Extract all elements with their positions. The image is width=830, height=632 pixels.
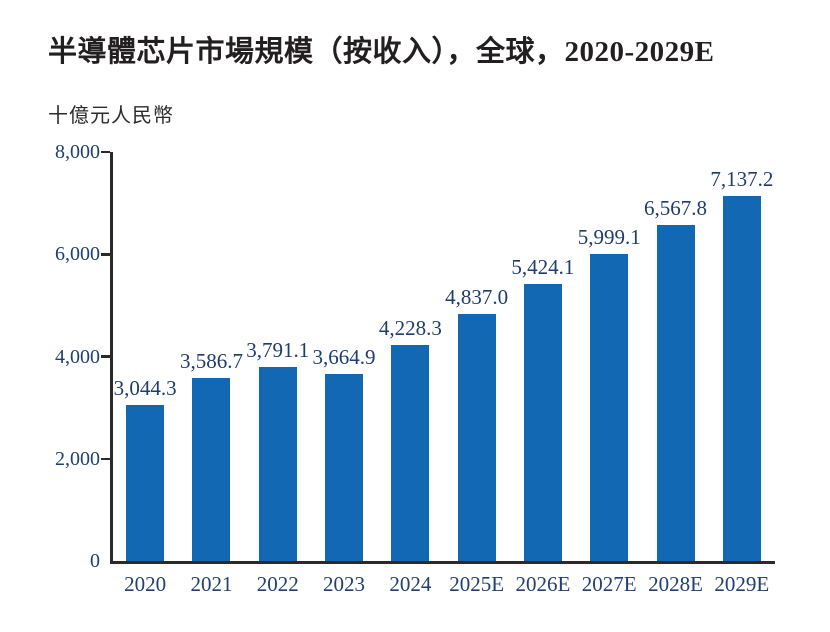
bar: [590, 254, 629, 561]
y-tick-label: 6,000: [55, 243, 100, 266]
y-tick-label: 2,000: [55, 447, 100, 470]
bar: [523, 283, 562, 561]
bar-value-label: 7,137.2: [710, 167, 774, 192]
bar-value-label: 6,567.8: [644, 196, 708, 221]
bar-value-label: 5,999.1: [577, 225, 641, 250]
bar-value-label: 4,837.0: [445, 284, 509, 309]
x-tick-label: 2027E: [581, 572, 637, 596]
y-tick-label: 0: [90, 550, 100, 572]
bar: [258, 367, 297, 561]
y-tick-label: 4,000: [55, 345, 100, 368]
bar-value-label: 5,424.1: [511, 254, 575, 279]
y-tick-mark: [101, 253, 110, 256]
x-tick-label: 2021: [190, 572, 233, 596]
x-tick-label: 2020: [124, 572, 167, 596]
bar: [391, 344, 430, 561]
bar: [192, 377, 231, 561]
bar-column-2024: 4,228.3 2024: [377, 152, 443, 596]
bar-column-2023: 3,664.9 2023: [311, 152, 377, 596]
x-tick-label: 2023: [323, 572, 366, 596]
bar: [656, 225, 695, 561]
bar-column-2028E: 6,567.8 2028E: [642, 152, 708, 596]
bar-value-label: 4,228.3: [378, 315, 442, 340]
bar-value-label: 3,664.9: [312, 344, 376, 369]
x-tick-label: 2026E: [515, 572, 571, 596]
x-tick-label: 2029E: [714, 572, 770, 596]
bar-series: 3,044.3 2020 3,586.7 2021 3,791.1 2022 3,664.9…: [112, 152, 775, 596]
bar-column-2026E: 5,424.1 2026E: [510, 152, 576, 596]
bar-column-2022: 3,791.1 2022: [245, 152, 311, 596]
bar: [325, 373, 364, 561]
bar-value-label: 3,044.3: [113, 376, 177, 401]
y-tick-mark: [101, 355, 110, 358]
bar-column-2029E: 7,137.2 2029E: [709, 152, 775, 596]
bar: [457, 313, 496, 561]
bar: [126, 405, 165, 561]
x-tick-label: 2024: [389, 572, 432, 596]
x-tick-label: 2028E: [648, 572, 703, 596]
chart-title: 半導體芯片市場規模（按收入），全球，2020-2029E: [48, 36, 715, 68]
bar-column-2027E: 5,999.1 2027E: [576, 152, 642, 596]
x-tick-label: 2022: [256, 572, 299, 596]
bar-value-label: 3,586.7: [179, 348, 243, 373]
y-axis-line: [110, 152, 113, 564]
y-tick-mark: [101, 457, 110, 460]
bar-value-label: 3,791.1: [246, 338, 310, 363]
bar-column-2021: 3,586.7 2021: [178, 152, 244, 596]
y-axis-unit-label: 十億元人民幣: [48, 105, 174, 127]
x-tick-label: 2025E: [449, 572, 505, 596]
y-tick-label: 8,000: [55, 141, 100, 163]
y-tick-mark: [101, 150, 110, 154]
x-axis-line: [110, 561, 775, 564]
bar-column-2025E: 4,837.0 2025E: [443, 152, 509, 596]
bar-column-2020: 3,044.3 2020: [112, 152, 178, 596]
bar: [722, 196, 761, 561]
